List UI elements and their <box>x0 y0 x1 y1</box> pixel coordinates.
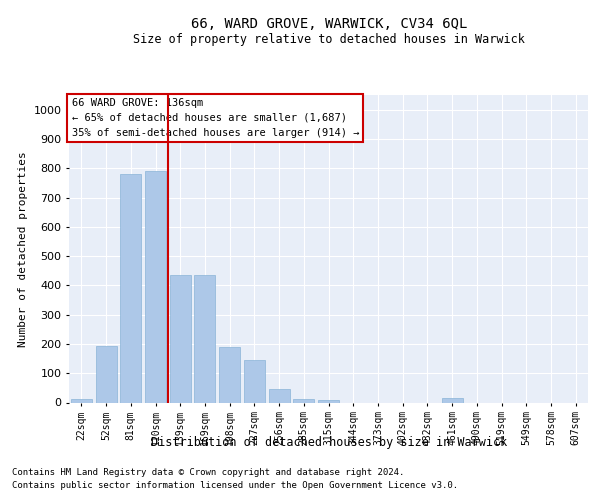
Bar <box>293 399 314 402</box>
Text: 66, WARD GROVE, WARWICK, CV34 6QL: 66, WARD GROVE, WARWICK, CV34 6QL <box>191 18 467 32</box>
Text: Contains HM Land Registry data © Crown copyright and database right 2024.: Contains HM Land Registry data © Crown c… <box>12 468 404 477</box>
Bar <box>95 346 116 403</box>
Bar <box>442 398 463 402</box>
Text: 66 WARD GROVE: 136sqm
← 65% of detached houses are smaller (1,687)
35% of semi-d: 66 WARD GROVE: 136sqm ← 65% of detached … <box>71 98 359 138</box>
Bar <box>219 347 240 403</box>
Bar <box>194 275 215 402</box>
Bar <box>71 399 92 402</box>
Bar <box>244 360 265 403</box>
Bar <box>318 400 339 402</box>
Text: Contains public sector information licensed under the Open Government Licence v3: Contains public sector information licen… <box>12 482 458 490</box>
Text: Distribution of detached houses by size in Warwick: Distribution of detached houses by size … <box>151 436 507 449</box>
Bar <box>170 275 191 402</box>
Bar <box>269 388 290 402</box>
Text: Size of property relative to detached houses in Warwick: Size of property relative to detached ho… <box>133 32 525 46</box>
Bar <box>145 171 166 402</box>
Bar <box>120 174 141 402</box>
Y-axis label: Number of detached properties: Number of detached properties <box>18 151 28 346</box>
